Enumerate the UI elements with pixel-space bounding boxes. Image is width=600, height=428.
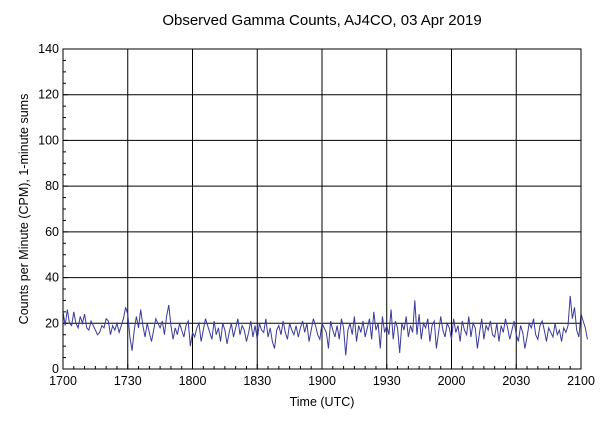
y-tick-label: 140	[38, 42, 59, 56]
y-tick-label: 60	[45, 225, 59, 239]
x-tick-labels: 1700 1730 1800 1830 1900 1930 2000 2030 2100	[49, 374, 595, 388]
x-axis-label: Time (UTC)	[290, 395, 355, 409]
series-line-gamma-counts	[62, 295, 588, 356]
y-tick-label: 120	[38, 88, 59, 102]
y-tick-label: 40	[45, 271, 59, 285]
x-tick-label: 1730	[114, 374, 142, 388]
grid-lines	[63, 49, 581, 369]
x-tick-label: 1830	[243, 374, 271, 388]
y-axis-label: Counts per Minute (CPM), 1-minute sums	[17, 94, 31, 325]
x-tick-label: 1930	[373, 374, 401, 388]
x-tick-label: 1900	[308, 374, 336, 388]
x-tick-label: 2000	[438, 374, 466, 388]
chart-title: Observed Gamma Counts, AJ4CO, 03 Apr 201…	[162, 12, 481, 29]
y-tick-label: 100	[38, 133, 59, 147]
plot-frame	[62, 48, 582, 370]
y-tick-label: 80	[45, 179, 59, 193]
x-tick-label: 1800	[179, 374, 207, 388]
x-tick-label: 1700	[49, 374, 77, 388]
y-tick-labels: 0 20 40 60 80 100 120 140	[38, 42, 59, 376]
x-tick-label: 2100	[567, 374, 595, 388]
x-tick-label: 2030	[502, 374, 530, 388]
y-tick-label: 0	[52, 362, 59, 376]
y-tick-label: 20	[45, 316, 59, 330]
